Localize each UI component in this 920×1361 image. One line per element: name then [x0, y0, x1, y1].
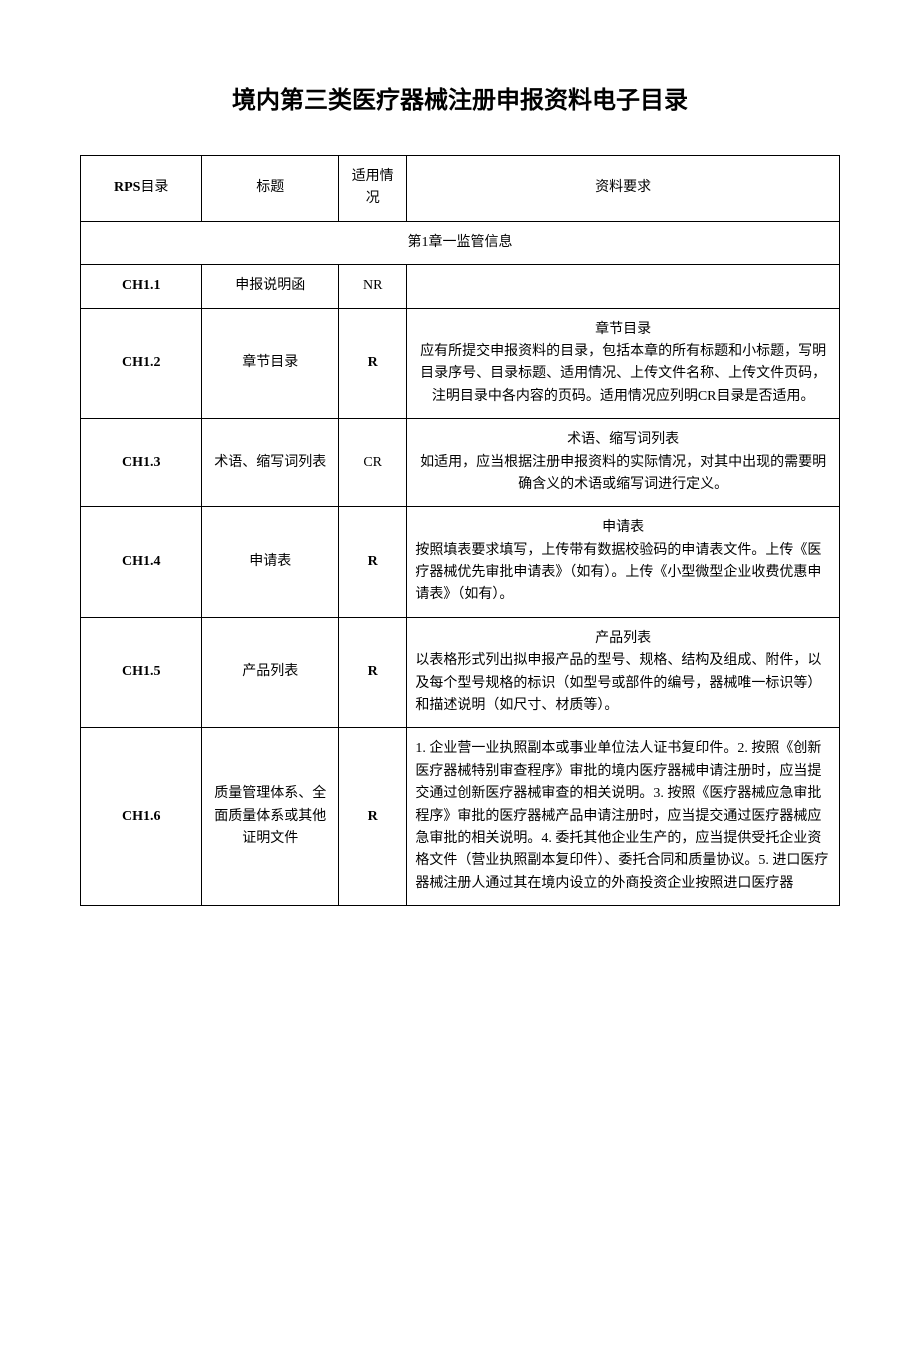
- cell-title: 质量管理体系、全面质量体系或其他证明文件: [202, 728, 339, 906]
- cell-title: 申请表: [202, 507, 339, 618]
- table-row: CH1.4 申请表 R 申请表 按照填表要求填写，上传带有数据校验码的申请表文件…: [81, 507, 840, 618]
- req-heading: 章节目录: [415, 319, 831, 341]
- cell-req: 术语、缩写词列表 如适用，应当根据注册申报资料的实际情况，对其中出现的需要明确含…: [407, 419, 840, 507]
- req-heading: 申请表: [415, 517, 831, 539]
- cell-rps: CH1.6: [81, 728, 202, 906]
- cell-rps: CH1.1: [81, 265, 202, 308]
- cell-title: 产品列表: [202, 617, 339, 728]
- cell-title: 章节目录: [202, 308, 339, 419]
- chapter-label: 第1章一监管信息: [81, 221, 840, 264]
- header-applicability: 适用情况: [339, 156, 407, 222]
- cell-rps: CH1.3: [81, 419, 202, 507]
- req-body: 如适用，应当根据注册申报资料的实际情况，对其中出现的需要明确含义的术语或缩写词进…: [420, 455, 826, 492]
- req-body: 1. 企业营一业执照副本或事业单位法人证书复印件。2. 按照《创新医疗器械特别审…: [415, 741, 828, 890]
- table-row: CH1.2 章节目录 R 章节目录 应有所提交申报资料的目录，包括本章的所有标题…: [81, 308, 840, 419]
- header-rps-suffix: 目录: [140, 180, 168, 195]
- table-row: CH1.5 产品列表 R 产品列表 以表格形式列出拟申报产品的型号、规格、结构及…: [81, 617, 840, 728]
- header-title: 标题: [202, 156, 339, 222]
- table-row: CH1.6 质量管理体系、全面质量体系或其他证明文件 R 1. 企业营一业执照副…: [81, 728, 840, 906]
- cell-req: 1. 企业营一业执照副本或事业单位法人证书复印件。2. 按照《创新医疗器械特别审…: [407, 728, 840, 906]
- cell-req: 产品列表 以表格形式列出拟申报产品的型号、规格、结构及组成、附件，以及每个型号规…: [407, 617, 840, 728]
- cell-req: 章节目录 应有所提交申报资料的目录，包括本章的所有标题和小标题，写明目录序号、目…: [407, 308, 840, 419]
- cell-apply: R: [339, 728, 407, 906]
- cell-apply: R: [339, 507, 407, 618]
- req-body: 应有所提交申报资料的目录，包括本章的所有标题和小标题，写明目录序号、目录标题、适…: [420, 344, 826, 404]
- cell-title: 术语、缩写词列表: [202, 419, 339, 507]
- cell-title: 申报说明函: [202, 265, 339, 308]
- cell-apply: CR: [339, 419, 407, 507]
- cell-req: 申请表 按照填表要求填写，上传带有数据校验码的申请表文件。上传《医疗器械优先审批…: [407, 507, 840, 618]
- cell-apply: R: [339, 308, 407, 419]
- table-row: CH1.3 术语、缩写词列表 CR 术语、缩写词列表 如适用，应当根据注册申报资…: [81, 419, 840, 507]
- cell-apply: NR: [339, 265, 407, 308]
- page-title: 境内第三类医疗器械注册申报资料电子目录: [80, 80, 840, 115]
- chapter-row: 第1章一监管信息: [81, 221, 840, 264]
- header-requirements: 资料要求: [407, 156, 840, 222]
- req-heading: 术语、缩写词列表: [415, 429, 831, 451]
- catalog-table: RPS目录 标题 适用情况 资料要求 第1章一监管信息 CH1.1 申报说明函 …: [80, 155, 840, 906]
- table-header-row: RPS目录 标题 适用情况 资料要求: [81, 156, 840, 222]
- header-rps: RPS目录: [81, 156, 202, 222]
- req-heading: 产品列表: [415, 628, 831, 650]
- cell-req: [407, 265, 840, 308]
- req-body: 以表格形式列出拟申报产品的型号、规格、结构及组成、附件，以及每个型号规格的标识（…: [415, 653, 821, 713]
- cell-apply: R: [339, 617, 407, 728]
- table-row: CH1.1 申报说明函 NR: [81, 265, 840, 308]
- header-rps-prefix: RPS: [114, 180, 140, 195]
- cell-rps: CH1.5: [81, 617, 202, 728]
- cell-rps: CH1.4: [81, 507, 202, 618]
- req-body: 按照填表要求填写，上传带有数据校验码的申请表文件。上传《医疗器械优先审批申请表》…: [415, 543, 821, 603]
- cell-rps: CH1.2: [81, 308, 202, 419]
